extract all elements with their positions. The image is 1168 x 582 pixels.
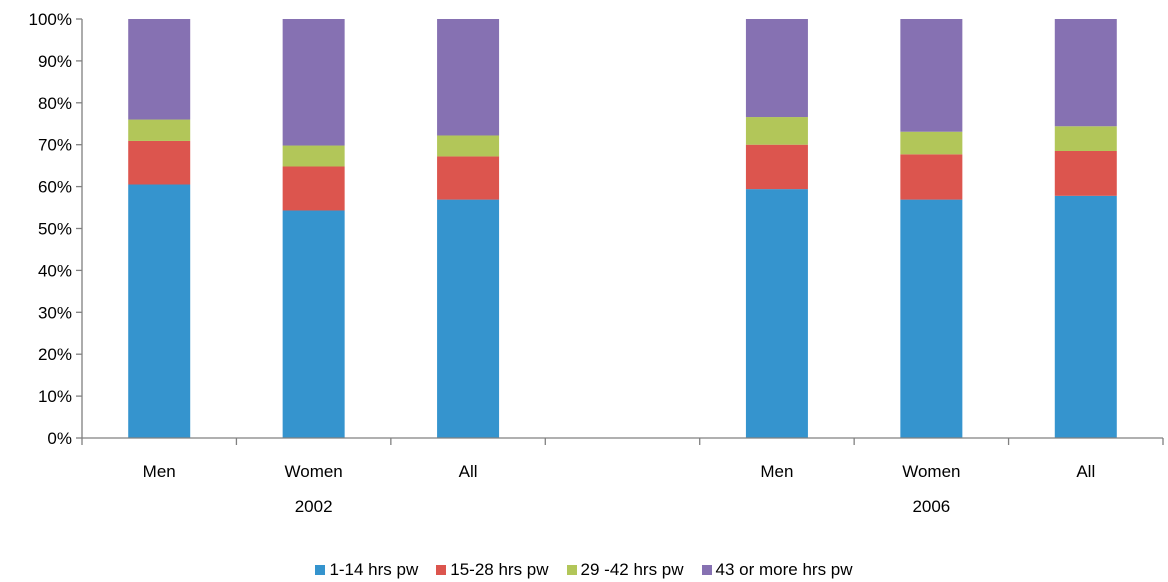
x-tick-label: All [1076,462,1095,481]
y-tick-label: 0% [47,429,72,448]
group-label: 2006 [912,497,950,516]
bar-segment-3 [900,131,963,155]
legend-item: 1-14 hrs pw [315,560,418,580]
bar-segment-1 [437,199,500,438]
y-axis: 0% 10% 20% 30% 40% 50% 60% 70% 80% 90% 100% [29,10,83,448]
bar-segment-2 [1054,150,1117,196]
legend-swatch [566,565,577,575]
x-axis: Men Women All Men Women All 2002 2006 [81,437,1164,516]
legend-item: 15-28 hrs pw [436,560,549,580]
bar-segment-3 [437,135,500,157]
y-tick-label: 70% [38,136,72,155]
legend-label: 43 or more hrs pw [715,560,853,579]
bar-segment-2 [437,156,500,200]
y-tick-label: 20% [38,345,72,364]
bars [128,19,1117,438]
bar-segment-3 [282,145,345,167]
x-tick-label: Women [285,462,343,481]
bar-segment-1 [282,210,345,438]
y-tick-label: 90% [38,52,72,71]
bar-segment-4 [282,19,345,146]
legend-label: 15-28 hrs pw [450,560,549,579]
legend-label: 29 -42 hrs pw [580,560,684,579]
bar-segment-1 [745,189,808,438]
legend-swatch [701,565,712,575]
y-tick-label: 10% [38,387,72,406]
bar-segment-4 [128,19,191,120]
bar-segment-4 [900,19,963,132]
bar-segment-3 [128,119,191,141]
x-tick-label: Women [902,462,960,481]
legend-item: 29 -42 hrs pw [566,560,684,580]
y-tick-label: 100% [29,10,72,29]
bar-segment-4 [437,19,500,136]
group-label: 2002 [295,497,333,516]
bar-segment-2 [282,166,345,211]
y-tick-label: 80% [38,94,72,113]
bar-segment-1 [1054,195,1117,438]
legend-item: 43 or more hrs pw [701,560,853,580]
bar-segment-2 [128,140,191,185]
bar-segment-4 [1054,19,1117,127]
legend-label: 1-14 hrs pw [329,560,419,579]
bar-segment-2 [900,154,963,200]
bar-segment-1 [128,184,191,438]
x-tick-label: All [459,462,478,481]
bar-segment-2 [745,144,808,190]
x-tick-label: Men [760,462,793,481]
y-tick-label: 40% [38,261,72,280]
legend-swatch [315,565,326,575]
bar-segment-3 [1054,126,1117,151]
x-tick-label: Men [143,462,176,481]
bar-segment-3 [745,117,808,145]
bar-segment-4 [745,19,808,118]
bar-segment-1 [900,199,963,438]
legend-swatch [436,565,447,575]
y-tick-label: 30% [38,303,72,322]
y-tick-label: 60% [38,178,72,197]
legend: 1-14 hrs pw 15-28 hrs pw 29 -42 hrs pw 43 o… [0,560,1168,580]
y-tick-label: 50% [38,220,72,239]
